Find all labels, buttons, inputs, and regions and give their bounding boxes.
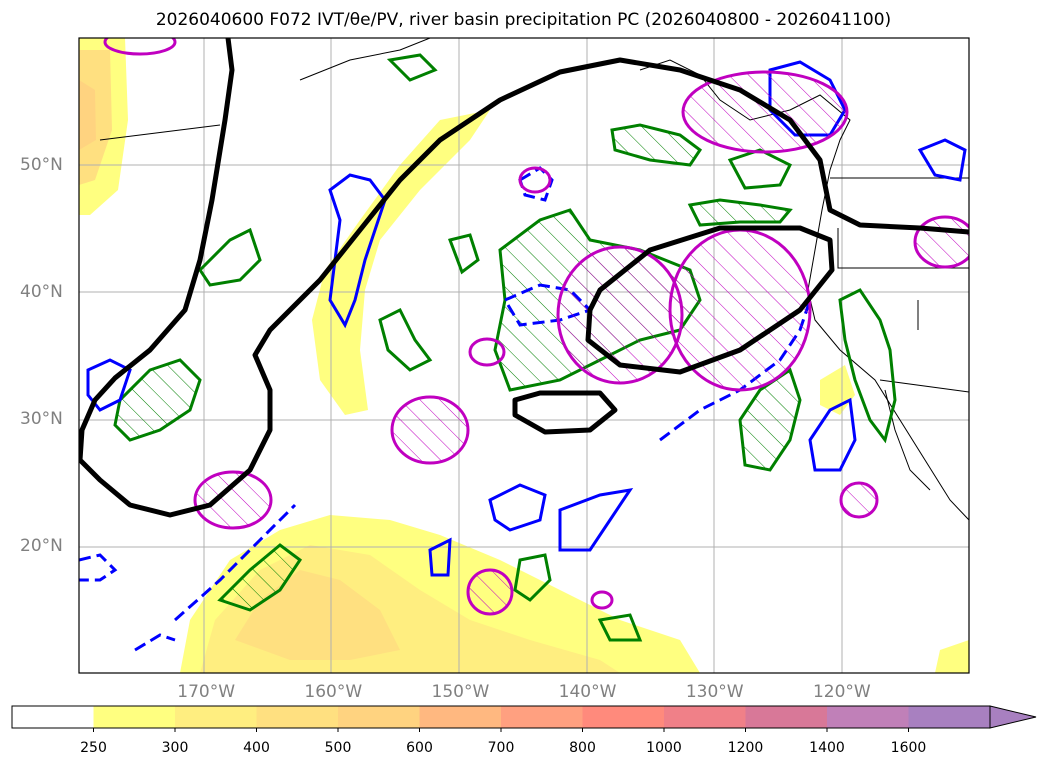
colorbar-tick-label: 1600	[890, 740, 927, 756]
lat-label: 20°N	[20, 536, 63, 556]
colorbar-swatch	[501, 706, 583, 728]
lon-label: 130°W	[685, 682, 744, 702]
colorbar-swatch	[93, 706, 176, 728]
colorbar-tick-label: 700	[487, 740, 515, 756]
lon-label: 170°W	[177, 682, 236, 702]
colorbar-swatch	[175, 706, 257, 728]
colorbar-swatch	[745, 706, 828, 728]
lat-label: 40°N	[20, 282, 63, 302]
colorbar-tick-label: 400	[243, 740, 270, 756]
lon-label: 120°W	[812, 682, 871, 702]
colorbar-tick-label: 300	[161, 740, 189, 756]
lat-label: 50°N	[20, 155, 63, 175]
colorbar-swatch	[256, 706, 339, 728]
colorbar-swatch	[908, 706, 991, 728]
colorbar-tick-label: 600	[406, 740, 433, 756]
colorbar-swatch	[664, 706, 746, 728]
colorbar	[11, 705, 1037, 732]
precip-pc-contours	[103, 38, 969, 616]
colorbar-tick-label: 500	[324, 740, 352, 756]
lat-label: 30°N	[20, 409, 63, 429]
colorbar-tick-label: 1400	[809, 740, 845, 756]
colorbar-swatch	[12, 706, 94, 728]
pv-contours	[79, 38, 969, 518]
colorbar-swatch	[827, 706, 909, 728]
colorbar-tick-label: 800	[569, 740, 596, 756]
map-frame	[78, 37, 970, 674]
lon-label: 140°W	[558, 682, 617, 702]
colorbar-swatch	[582, 706, 665, 728]
lon-label: 160°W	[304, 682, 363, 702]
colorbar-tick-label: 1000	[646, 740, 682, 756]
lon-label: 150°W	[431, 682, 490, 702]
ivt-shading	[79, 38, 969, 673]
colorbar-extend-arrow	[989, 705, 1037, 729]
chart-title: 2026040600 F072 IVT/θe/PV, river basin p…	[155, 10, 892, 30]
colorbar-tick-label: 250	[80, 740, 107, 756]
colorbar-swatch	[338, 706, 420, 728]
colorbar-tick-label: 1200	[727, 740, 764, 756]
colorbar-swatch	[419, 706, 502, 728]
